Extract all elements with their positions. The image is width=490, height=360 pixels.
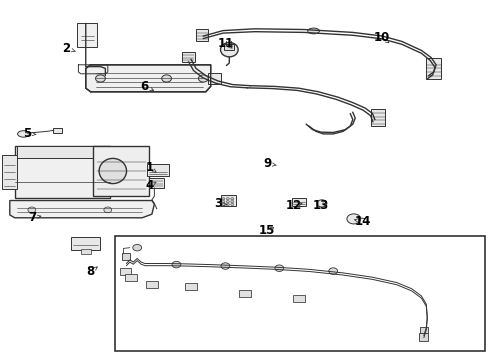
Bar [115,236,485,351]
Bar [185,283,197,290]
Bar [239,290,251,297]
Bar [53,128,62,133]
Bar [426,58,441,79]
Bar [146,281,158,288]
Bar [420,327,428,333]
Ellipse shape [226,201,229,203]
Ellipse shape [99,158,126,184]
Bar [122,253,130,260]
Text: 12: 12 [286,199,302,212]
Bar [120,268,131,275]
Text: 8: 8 [87,265,95,278]
Text: 14: 14 [354,215,371,228]
Text: 11: 11 [217,37,234,50]
Bar [77,23,97,47]
Ellipse shape [308,28,319,34]
Bar [17,146,108,158]
Ellipse shape [317,200,327,207]
Bar [15,146,110,198]
Text: 3: 3 [214,197,222,210]
Bar [2,155,17,189]
Ellipse shape [226,198,229,200]
Bar [419,333,428,341]
Text: 15: 15 [259,224,275,237]
Bar [196,29,208,41]
Bar [93,146,149,196]
Text: 2: 2 [62,42,70,55]
Bar [208,73,220,84]
Ellipse shape [231,201,234,203]
Bar [293,295,305,302]
Ellipse shape [275,265,284,271]
Bar [182,52,195,62]
Text: 13: 13 [313,199,329,212]
Ellipse shape [222,203,225,206]
Ellipse shape [104,207,112,213]
Ellipse shape [329,268,338,274]
Ellipse shape [162,75,172,82]
Text: 6: 6 [141,80,148,93]
Bar [147,164,169,176]
Ellipse shape [220,42,238,57]
Bar [149,178,164,188]
Bar [71,237,100,250]
Text: 1: 1 [146,161,153,174]
Ellipse shape [198,75,208,82]
Bar [81,249,91,254]
Ellipse shape [133,244,142,251]
Ellipse shape [222,198,225,200]
Polygon shape [86,65,211,92]
Bar [371,109,385,126]
Bar [224,44,234,50]
Text: 9: 9 [263,157,271,170]
Bar [292,198,306,206]
Ellipse shape [231,203,234,206]
Ellipse shape [18,131,29,137]
Ellipse shape [226,203,229,206]
Ellipse shape [172,261,181,268]
Text: 5: 5 [23,127,31,140]
Text: 7: 7 [28,211,36,224]
Polygon shape [10,201,154,218]
Ellipse shape [28,207,36,213]
Text: 4: 4 [146,179,153,192]
Ellipse shape [347,214,361,224]
Text: 10: 10 [374,31,391,44]
Ellipse shape [221,263,230,269]
Ellipse shape [222,201,225,203]
Bar [220,195,236,206]
Ellipse shape [96,75,105,82]
Ellipse shape [231,198,234,200]
Bar [125,274,137,281]
